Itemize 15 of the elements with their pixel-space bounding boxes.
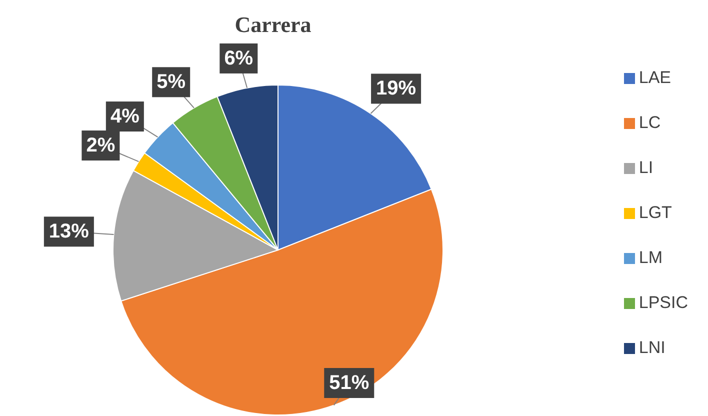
data-label: 2%	[86, 134, 116, 157]
data-label: 4%	[110, 106, 140, 128]
data-label: 5%	[156, 71, 186, 94]
data-label: 19%	[376, 78, 416, 100]
legend-label: LI	[638, 158, 654, 176]
legend-label: LGT	[638, 202, 672, 222]
data-label: 6%	[224, 47, 254, 70]
legend-label: LNI	[638, 338, 666, 356]
data-label: 13%	[48, 220, 90, 243]
legend-label: LAE	[638, 68, 671, 86]
data-label: 51%	[329, 372, 370, 394]
legend-label: LPSIC	[638, 292, 688, 312]
chart-title: Carrera	[234, 12, 312, 38]
legend-label: LC	[638, 112, 661, 132]
legend-label: LM	[638, 248, 662, 266]
